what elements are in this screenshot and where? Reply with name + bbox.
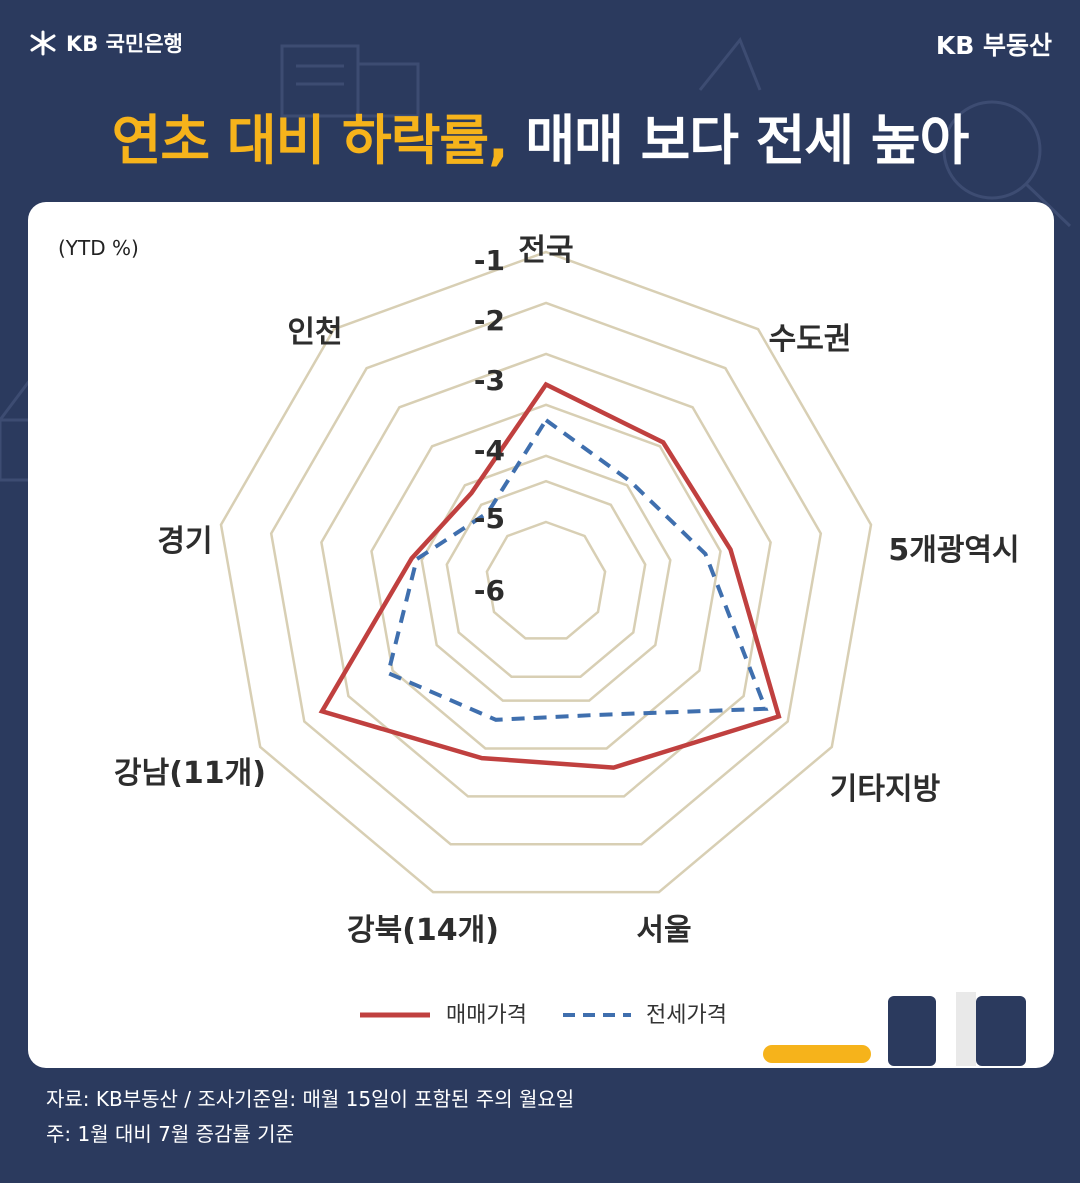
magnifier-icon: [942, 100, 1042, 200]
radar-series: [318, 381, 782, 770]
basis-note: 주: 1월 대비 7월 증감률 기준: [46, 1122, 294, 1146]
axis-label: 강남(11개): [114, 756, 266, 791]
series-sale-line: [318, 381, 782, 770]
grid-ring: [269, 301, 823, 846]
tick-label: -1: [474, 244, 505, 277]
grid-ring: [445, 479, 647, 678]
grid-ring: [219, 250, 873, 894]
tick-label: -4: [474, 434, 505, 467]
next-page-button[interactable]: [976, 996, 1026, 1066]
axis-label: 경기: [157, 524, 212, 559]
axis-label: 강북(14개): [347, 913, 499, 948]
carousel-controls: [763, 992, 1026, 1066]
legend-sale-label: 매매가격: [446, 1003, 527, 1028]
chart-legend: 매매가격 전세가격: [360, 1003, 727, 1028]
progress-bar: [763, 1045, 871, 1063]
series-jeonse-line: [385, 417, 769, 722]
tick-label: -6: [474, 574, 505, 607]
grid-ring: [320, 352, 772, 798]
tick-label: -5: [474, 502, 505, 535]
legend-jeonse-label: 전세가격: [646, 1003, 727, 1028]
axis-label: 기타지방: [830, 772, 941, 807]
bank-name: KB 국민은행: [66, 32, 183, 56]
source-note: 자료: KB부동산 / 조사기준일: 매월 15일이 포함된 주의 월요일: [46, 1087, 575, 1111]
headline: 연초 대비 하락률, 매매 보다 전세 높아: [0, 96, 1080, 175]
grid-ring: [370, 403, 722, 750]
radar-grid: [219, 250, 873, 894]
axis-label: 인천: [287, 315, 342, 350]
radar-tick-labels: -1 -2 -3 -4 -5 -6: [474, 244, 505, 607]
axis-label: 서울: [636, 913, 691, 948]
page-divider: [956, 992, 976, 1066]
kb-star-icon: [30, 30, 56, 56]
building-outline-icon: [356, 62, 420, 118]
unit-label: (YTD %): [58, 236, 139, 260]
axis-label: 5개광역시: [888, 533, 1019, 568]
kb-bank-logo: KB 국민은행: [28, 28, 183, 58]
axis-label: 수도권: [769, 322, 852, 357]
tick-label: -2: [474, 304, 505, 337]
headline-highlight: 연초 대비 하락률,: [111, 109, 509, 172]
grid-ring: [420, 454, 672, 702]
grid-ring: [485, 520, 607, 640]
headline-rest: 매매 보다 전세 높아: [507, 109, 969, 172]
pencil-outline-icon: [698, 37, 762, 91]
tick-label: -3: [474, 364, 505, 397]
axis-label: 전국: [518, 233, 573, 268]
kb-realestate-logo: KB 부동산: [935, 31, 1052, 60]
prev-page-button[interactable]: [888, 996, 936, 1066]
